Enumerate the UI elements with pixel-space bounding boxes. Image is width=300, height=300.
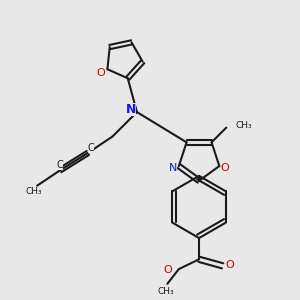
Text: C: C bbox=[88, 143, 94, 153]
Text: O: O bbox=[164, 266, 172, 275]
Text: C: C bbox=[57, 160, 63, 170]
Text: CH₃: CH₃ bbox=[26, 187, 42, 196]
Text: CH₃: CH₃ bbox=[236, 122, 252, 130]
Text: N: N bbox=[169, 163, 177, 173]
Text: O: O bbox=[226, 260, 234, 270]
Text: O: O bbox=[221, 163, 230, 173]
Text: CH₃: CH₃ bbox=[158, 286, 174, 296]
Text: N: N bbox=[126, 103, 136, 116]
Text: O: O bbox=[97, 68, 105, 78]
